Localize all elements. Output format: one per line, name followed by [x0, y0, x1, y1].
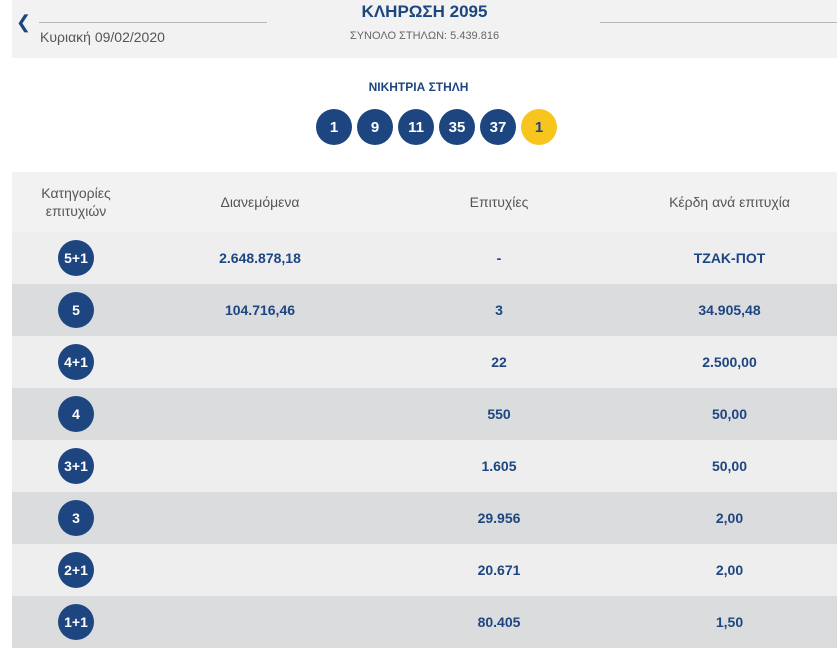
winners-cell: 1.605 — [481, 458, 517, 474]
distributed-cell — [160, 440, 360, 492]
winning-column-label: ΝΙΚΗΤΡΙΑ ΣΤΗΛΗ — [368, 80, 469, 94]
distributed-cell — [160, 336, 360, 388]
table-header: Κατηγορίες επιτυχιών Διανεμόμενα Επιτυχί… — [12, 172, 837, 232]
distributed-cell: 2.648.878,18 — [219, 250, 301, 266]
header-divider-left — [39, 22, 267, 23]
winning-number-ball: 37 — [480, 109, 516, 145]
category-badge: 5+1 — [58, 240, 94, 276]
winning-number-ball: 35 — [439, 109, 475, 145]
winners-cell: - — [496, 250, 502, 266]
prize-cell: 2,00 — [715, 510, 744, 526]
category-badge: 3+1 — [58, 448, 94, 484]
prize-cell: 1,50 — [715, 614, 744, 630]
header-category: Κατηγορίες επιτυχιών — [41, 185, 111, 219]
category-badge: 4+1 — [58, 344, 94, 380]
back-button[interactable]: ❮ — [16, 12, 32, 32]
winners-cell: 80.405 — [477, 614, 521, 630]
header-divider-right — [600, 22, 837, 23]
category-badge: 5 — [58, 292, 94, 328]
winning-number-ball: 9 — [357, 109, 393, 145]
prize-cell: 50,00 — [711, 406, 748, 422]
distributed-cell — [160, 544, 360, 596]
table-row: 5+1 2.648.878,18 - ΤΖΑΚ-ΠΟΤ — [12, 232, 837, 284]
header-distributed: Διανεμόμενα — [220, 194, 300, 210]
joker-number-ball: 1 — [521, 109, 557, 145]
category-badge: 2+1 — [58, 552, 94, 588]
draw-title: ΚΛΗΡΩΣΗ 2095 — [361, 2, 488, 21]
prize-cell: 2.500,00 — [702, 354, 757, 370]
winners-cell: 22 — [491, 354, 507, 370]
winners-cell: 550 — [487, 406, 511, 422]
distributed-cell: 104.716,46 — [224, 302, 296, 318]
draw-header: ❮ Κυριακή 09/02/2020 ΚΛΗΡΩΣΗ 2095 ΣΥΝΟΛΟ… — [12, 0, 837, 58]
winning-number-ball: 1 — [316, 109, 352, 145]
distributed-cell — [160, 492, 360, 544]
category-badge: 1+1 — [58, 604, 94, 640]
total-columns: ΣΥΝΟΛΟ ΣΤΗΛΩΝ: 5.439.816 — [349, 30, 500, 42]
prize-cell: 50,00 — [711, 458, 748, 474]
table-row: 2+1 20.671 2,00 — [12, 544, 837, 596]
winning-number-ball: 11 — [398, 109, 434, 145]
prize-table: Κατηγορίες επιτυχιών Διανεμόμενα Επιτυχί… — [12, 172, 837, 648]
table-row: 3+1 1.605 50,00 — [12, 440, 837, 492]
winners-cell: 20.671 — [477, 562, 521, 578]
winners-cell: 29.956 — [477, 510, 521, 526]
table-row: 4 550 50,00 — [12, 388, 837, 440]
table-row: 4+1 22 2.500,00 — [12, 336, 837, 388]
winners-cell: 3 — [495, 302, 503, 318]
table-row: 3 29.956 2,00 — [12, 492, 837, 544]
distributed-cell — [160, 388, 360, 440]
prize-cell: 2,00 — [715, 562, 744, 578]
draw-date: Κυριακή 09/02/2020 — [40, 29, 165, 45]
chevron-left-icon: ❮ — [16, 12, 32, 32]
category-badge: 4 — [58, 396, 94, 432]
prize-cell: 34.905,48 — [698, 302, 761, 318]
winning-numbers: 1 9 11 35 37 1 — [316, 109, 557, 145]
table-row: 1+1 80.405 1,50 — [12, 596, 837, 648]
table-row: 5 104.716,46 3 34.905,48 — [12, 284, 837, 336]
header-winners: Επιτυχίες — [469, 194, 529, 210]
header-prize: Κέρδη ανά επιτυχία — [669, 194, 790, 210]
prize-cell: ΤΖΑΚ-ΠΟΤ — [693, 250, 766, 266]
distributed-cell — [160, 596, 360, 648]
category-badge: 3 — [58, 500, 94, 536]
